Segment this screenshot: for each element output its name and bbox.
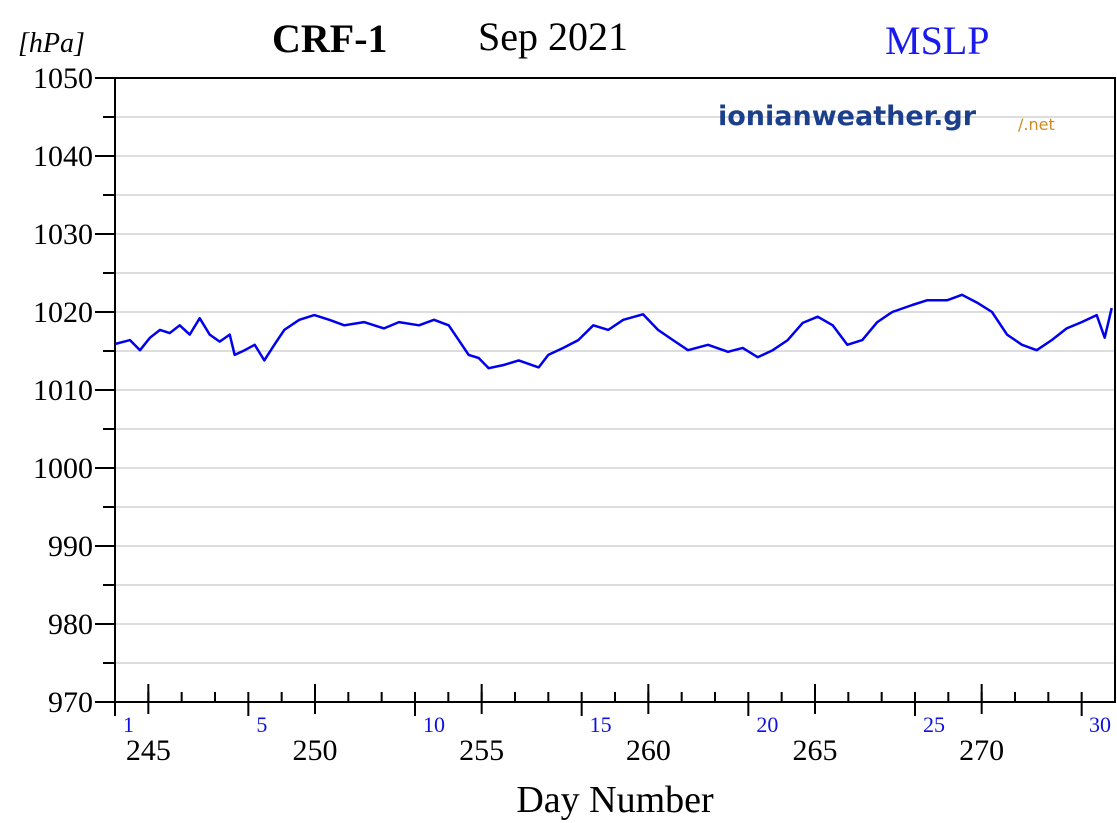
variable-label: MSLP [885, 18, 990, 63]
chart-title: CRF-1 [272, 16, 388, 61]
y-tick-label: 990 [48, 530, 93, 563]
y-tick-label: 1030 [33, 218, 93, 251]
x-tick-label: 255 [459, 734, 504, 767]
mslp-line [114, 293, 1113, 370]
watermark: ionianweather.gr [718, 101, 977, 132]
y-tick-label: 1050 [33, 62, 93, 95]
x-axis-label: Day Number [516, 779, 714, 821]
x-tick-label: 270 [959, 734, 1004, 767]
y-tick-label: 1000 [33, 452, 93, 485]
y-tick-label: 980 [48, 608, 93, 641]
day-of-month-label: 30 [1089, 712, 1111, 737]
y-axis-label: [hPa] [18, 28, 85, 59]
y-tick-label: 1010 [33, 374, 93, 407]
day-of-month-label: 5 [256, 712, 267, 737]
x-tick-label: 265 [793, 734, 838, 767]
y-tick-label: 1040 [33, 140, 93, 173]
watermark-suffix: /.net [1018, 115, 1055, 134]
day-of-month-label: 1 [123, 712, 134, 737]
day-of-month-label: 25 [923, 712, 945, 737]
chart-subtitle: Sep 2021 [478, 14, 628, 59]
x-tick-label: 250 [293, 734, 338, 767]
x-tick-label: 260 [626, 734, 671, 767]
day-of-month-label: 10 [423, 712, 445, 737]
day-of-month-label: 20 [756, 712, 778, 737]
y-tick-label: 1020 [33, 296, 93, 329]
day-of-month-label: 15 [590, 712, 612, 737]
y-tick-label: 970 [48, 686, 93, 719]
x-tick-label: 245 [126, 734, 171, 767]
